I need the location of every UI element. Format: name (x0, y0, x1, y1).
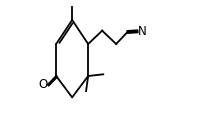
Text: O: O (38, 78, 47, 91)
Text: N: N (138, 25, 147, 38)
